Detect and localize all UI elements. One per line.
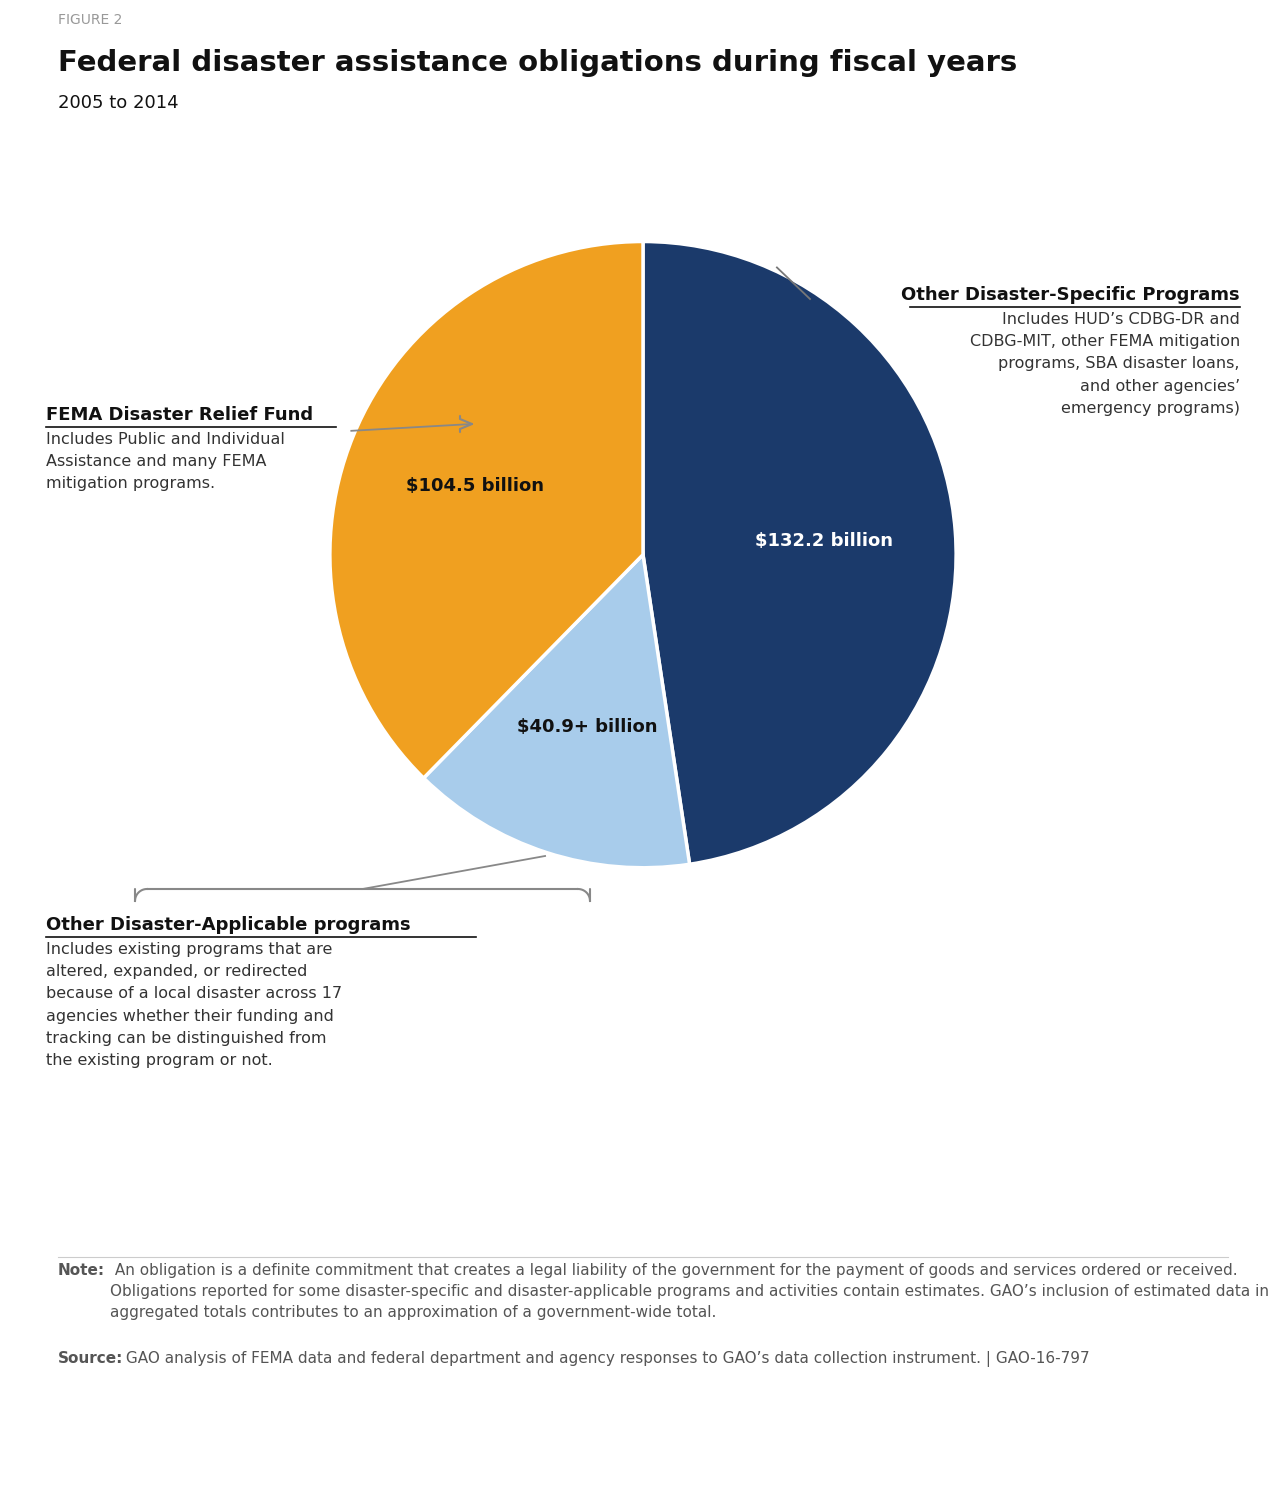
Text: $132.2 billion: $132.2 billion xyxy=(755,532,892,550)
Text: $40.9+ billion: $40.9+ billion xyxy=(517,718,657,736)
Text: Note:: Note: xyxy=(58,1264,105,1279)
Text: FEMA Disaster Relief Fund: FEMA Disaster Relief Fund xyxy=(46,406,312,424)
Text: Source:: Source: xyxy=(58,1351,123,1366)
Text: Other Disaster-Applicable programs: Other Disaster-Applicable programs xyxy=(46,916,410,934)
Wedge shape xyxy=(423,555,689,868)
Text: An obligation is a definite commitment that creates a legal liability of the gov: An obligation is a definite commitment t… xyxy=(111,1264,1269,1321)
Text: Includes HUD’s CDBG-DR and
CDBG-MIT, other FEMA mitigation
programs, SBA disaste: Includes HUD’s CDBG-DR and CDBG-MIT, oth… xyxy=(970,312,1240,415)
Text: Includes existing programs that are
altered, expanded, or redirected
because of : Includes existing programs that are alte… xyxy=(46,941,342,1067)
Text: 2005 to 2014: 2005 to 2014 xyxy=(58,94,179,112)
Text: FIGURE 2: FIGURE 2 xyxy=(58,12,122,27)
Text: Other Disaster-Specific Programs: Other Disaster-Specific Programs xyxy=(901,286,1240,304)
Text: Includes Public and Individual
Assistance and many FEMA
mitigation programs.: Includes Public and Individual Assistanc… xyxy=(46,432,285,492)
Wedge shape xyxy=(643,241,955,865)
Text: Federal disaster assistance obligations during fiscal years: Federal disaster assistance obligations … xyxy=(58,49,1017,78)
Wedge shape xyxy=(331,241,643,778)
Text: GAO analysis of FEMA data and federal department and agency responses to GAO’s d: GAO analysis of FEMA data and federal de… xyxy=(121,1351,1089,1367)
Text: $104.5 billion: $104.5 billion xyxy=(406,477,544,495)
